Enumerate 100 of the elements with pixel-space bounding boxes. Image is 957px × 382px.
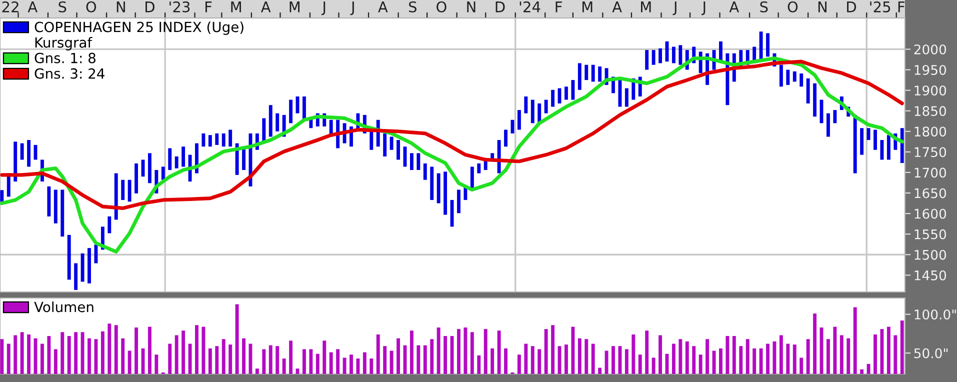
y-tick-label: 1650	[914, 188, 946, 198]
bar	[423, 163, 427, 180]
bar	[624, 88, 628, 107]
x-tick-label: '23	[170, 1, 190, 12]
x-tick-label: J	[350, 2, 354, 16]
x-tick-label: A	[378, 2, 388, 12]
bar	[504, 130, 508, 147]
x-tick-label: S	[58, 1, 66, 12]
bar	[88, 248, 91, 284]
bar	[174, 156, 178, 168]
y-tick-label: 1700	[914, 168, 946, 178]
x-tick-label: D	[496, 2, 505, 12]
bar	[276, 113, 280, 132]
bar	[148, 153, 152, 184]
x-tick-label: A	[260, 2, 271, 12]
bar	[60, 190, 64, 237]
x-tick-label: A	[729, 2, 740, 12]
x-tick-label: M	[641, 2, 651, 12]
bar	[477, 163, 481, 174]
x-tick-label: F	[898, 2, 905, 12]
bar	[524, 96, 528, 114]
y-tick-label: 2000	[914, 44, 946, 54]
legend-label: Gns. 3: 24	[34, 68, 104, 79]
bar	[886, 135, 890, 160]
bar	[860, 128, 864, 155]
bar	[645, 50, 649, 70]
bar	[0, 190, 4, 202]
bar	[430, 166, 434, 200]
x-tick-label: N	[467, 2, 476, 12]
bar	[289, 100, 293, 124]
bar	[806, 78, 810, 104]
bar	[530, 100, 534, 124]
y-tick-label: 50.0"	[914, 348, 948, 358]
y-tick-label: 1850	[914, 106, 946, 116]
bar	[833, 110, 837, 124]
x-tick-label: O	[436, 1, 446, 12]
bar	[766, 33, 770, 57]
bar	[436, 173, 440, 204]
bar	[67, 234, 71, 280]
bar	[222, 133, 226, 147]
legend-label: COPENHAGEN 25 INDEX (Uge)	[34, 21, 244, 35]
bar	[457, 190, 460, 214]
bar	[578, 63, 582, 90]
bar	[161, 166, 165, 180]
bar	[800, 73, 804, 87]
bar	[517, 110, 521, 130]
bar	[591, 64, 595, 82]
bar	[108, 216, 112, 234]
x-tick-label: O	[86, 1, 96, 12]
bar	[866, 128, 870, 140]
x-tick-label: '24	[520, 1, 540, 12]
y-tick-label: 1950	[914, 64, 946, 75]
x-tick-label: S	[409, 1, 416, 12]
bar	[47, 186, 51, 216]
x-tick-label: J	[321, 2, 326, 16]
x-tick-label: M	[290, 2, 300, 12]
bar	[792, 71, 796, 82]
annotation: Kursgraf	[35, 36, 92, 50]
bar	[759, 32, 763, 60]
bar	[54, 190, 58, 224]
bar	[182, 146, 186, 167]
bar	[584, 64, 588, 80]
bar	[121, 180, 125, 200]
bar	[678, 45, 682, 65]
bar	[20, 143, 24, 160]
x-tick-label: J	[702, 2, 706, 16]
bar	[27, 140, 31, 167]
bar	[564, 86, 568, 100]
bar	[826, 113, 830, 137]
y-tick-label: 1900	[914, 86, 946, 96]
x-tick-label: N	[116, 2, 125, 12]
x-tick-label: N	[818, 2, 826, 12]
y-tick-label: 1750	[914, 147, 946, 158]
y-tick-label: 1500	[914, 250, 946, 260]
x-tick-label: F	[205, 2, 212, 12]
x-tick-label: S	[760, 1, 768, 12]
bar	[383, 133, 387, 156]
bar	[786, 70, 790, 85]
y-tick-label: 1600	[914, 208, 946, 219]
bar	[390, 136, 394, 150]
bar	[571, 80, 575, 100]
bar	[215, 133, 219, 145]
bar	[551, 90, 555, 107]
bar	[658, 48, 662, 64]
bar	[202, 133, 206, 147]
bar	[416, 153, 420, 170]
bar	[652, 50, 656, 65]
x-tick-label: O	[788, 1, 798, 12]
bar	[114, 173, 118, 220]
x-tick-label: M	[582, 2, 592, 12]
bar	[618, 80, 622, 107]
x-tick-label: A	[28, 2, 38, 12]
bar	[94, 244, 98, 264]
bar	[444, 172, 448, 215]
legend-label: Volumen	[34, 301, 94, 312]
bar	[396, 140, 400, 160]
bar	[208, 135, 212, 147]
bar	[544, 100, 548, 114]
bar	[228, 130, 232, 147]
bar	[80, 253, 84, 282]
